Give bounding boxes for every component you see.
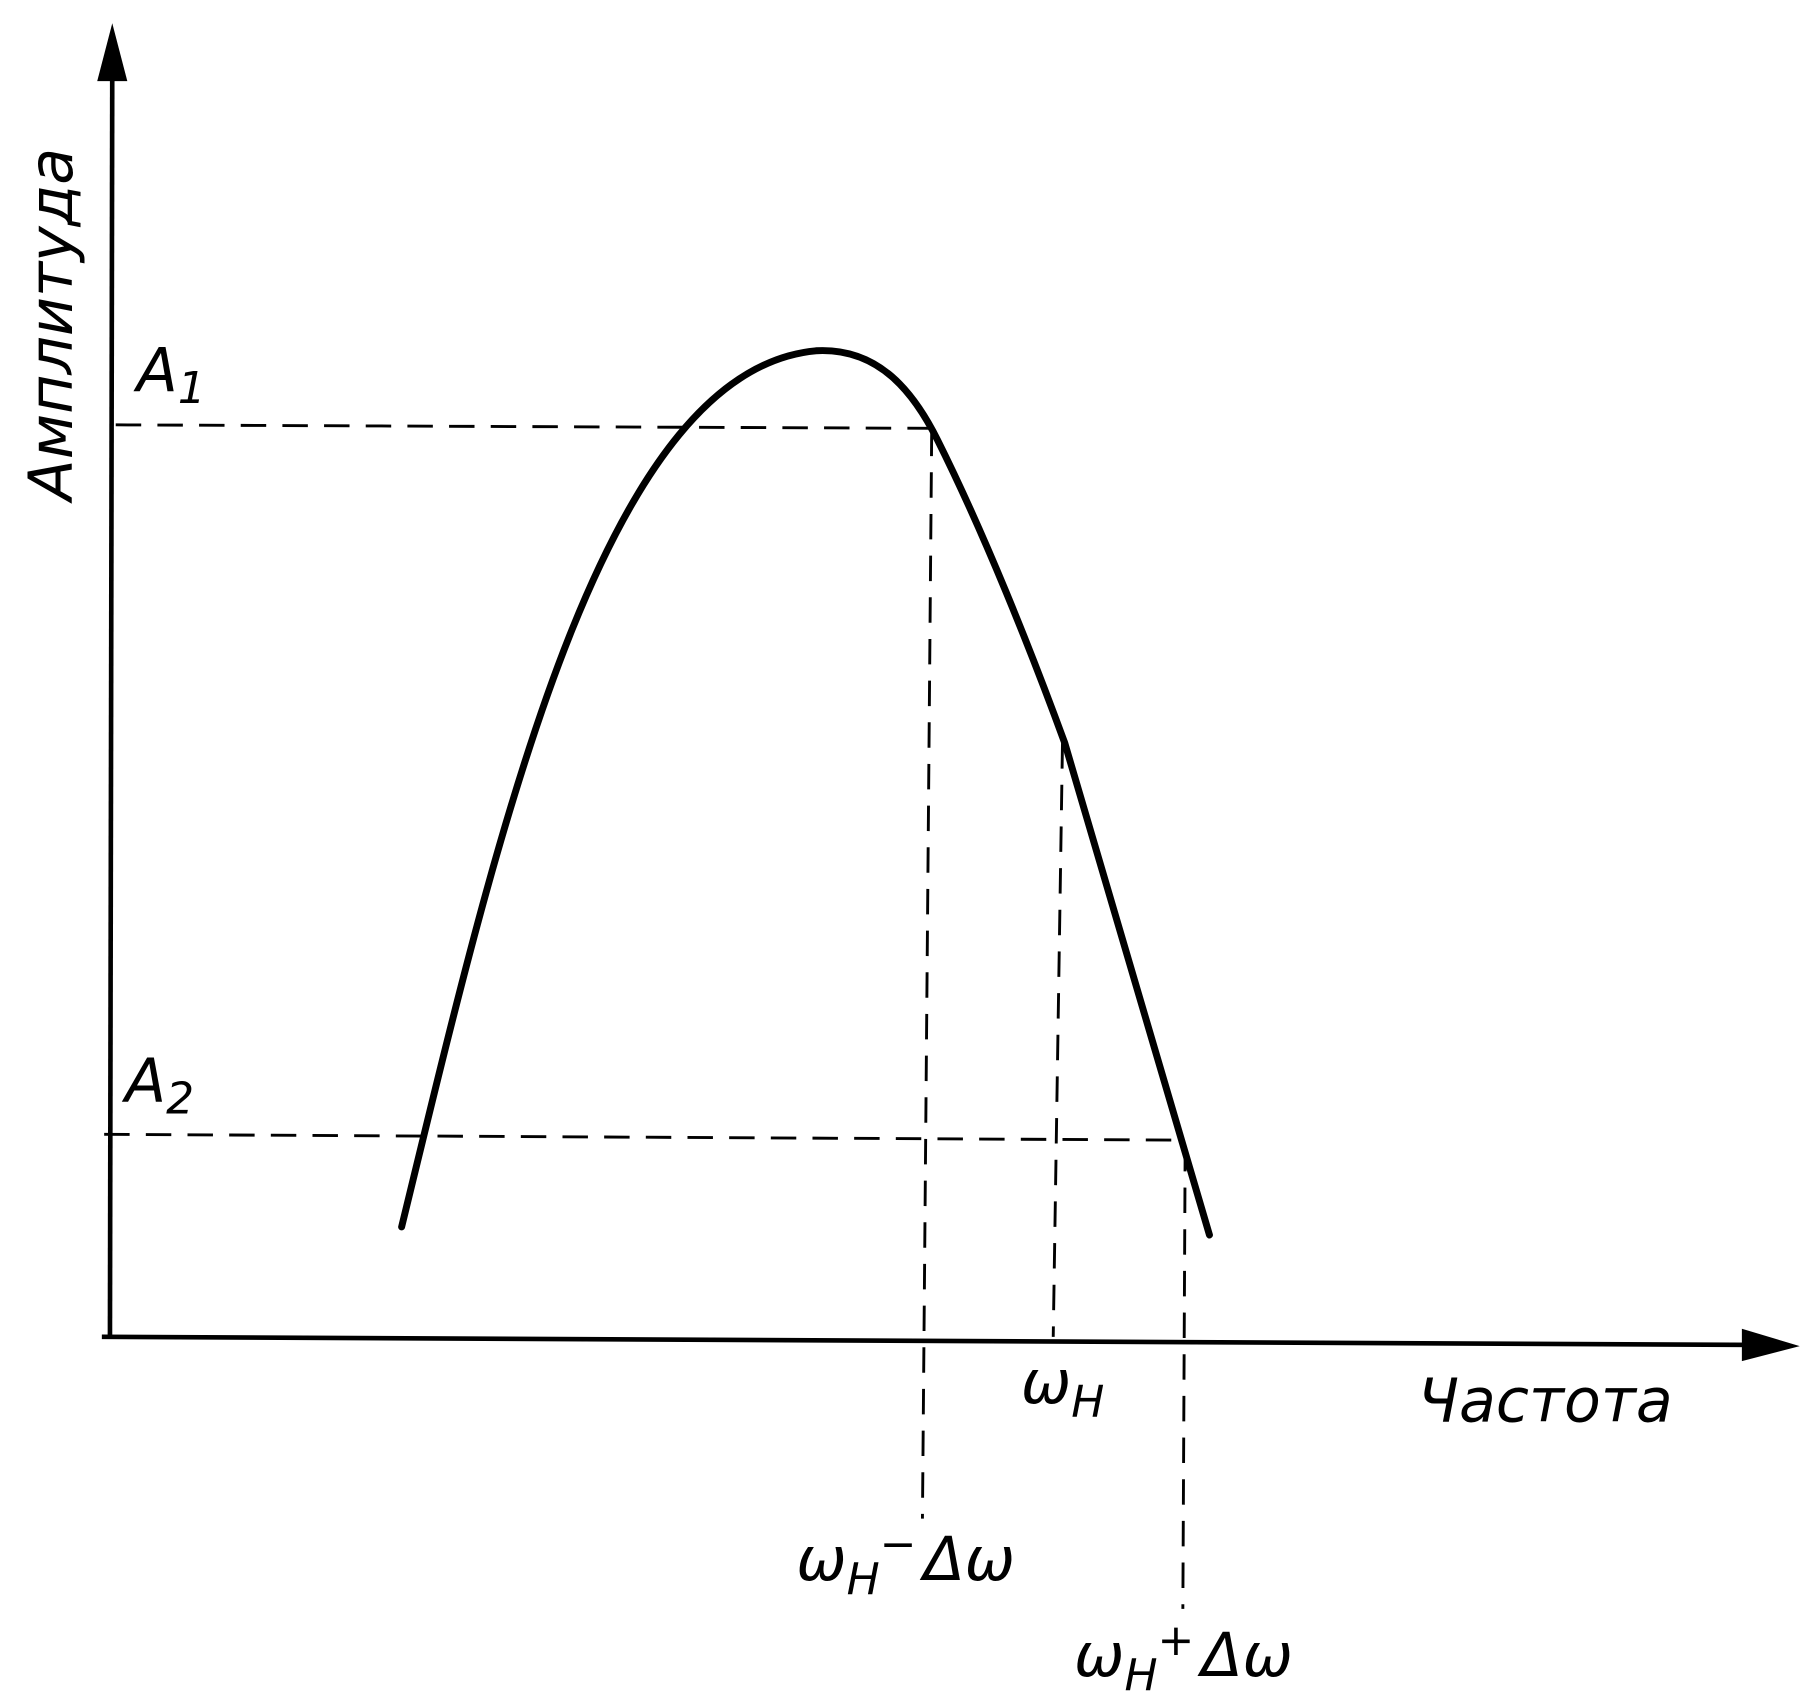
- lower-freq-guide: [920, 430, 934, 1519]
- lower-freq-label: ωH− Δω: [796, 1519, 1015, 1605]
- index: H: [847, 1554, 880, 1605]
- a1-guide: [115, 423, 932, 430]
- a2-guide: [104, 1132, 1183, 1142]
- symbol: ω: [796, 1525, 846, 1595]
- upper-freq-label: ωH+ Δω: [1074, 1615, 1293, 1701]
- x-axis-arrow: [1741, 1328, 1800, 1362]
- symbol: A: [133, 336, 178, 406]
- index: H: [1071, 1377, 1104, 1428]
- symbol: ω: [1074, 1621, 1124, 1691]
- y-axis: [107, 63, 115, 1337]
- x-axis: [101, 1334, 1760, 1348]
- upper-freq-guide: [1181, 1145, 1187, 1609]
- freq-label: ωH: [1021, 1348, 1104, 1428]
- y-axis-label: Амплитуда: [17, 148, 87, 505]
- y-axis-arrow: [97, 23, 128, 82]
- sign: +: [1158, 1615, 1195, 1666]
- x-axis-label: Частота: [1418, 1366, 1673, 1436]
- resonance-guide: [1051, 743, 1064, 1337]
- a1-label: A1: [133, 336, 206, 414]
- index: 2: [166, 1073, 194, 1124]
- response-curve: [398, 347, 1213, 1239]
- delta: Δω: [920, 1525, 1016, 1595]
- sign: −: [880, 1519, 917, 1570]
- symbol: A: [121, 1047, 166, 1117]
- a2-label: A2: [121, 1047, 194, 1125]
- delta: Δω: [1197, 1621, 1293, 1691]
- index: 1: [178, 363, 206, 414]
- symbol: ω: [1021, 1348, 1071, 1418]
- index: H: [1124, 1650, 1157, 1701]
